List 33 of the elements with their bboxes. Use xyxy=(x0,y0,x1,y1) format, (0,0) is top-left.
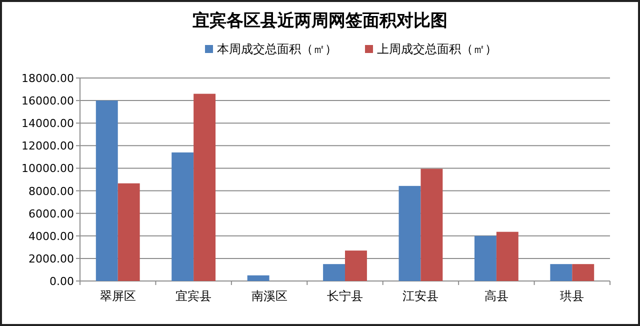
bar xyxy=(247,275,270,281)
bar xyxy=(496,232,518,281)
x-tick-label: 江安县 xyxy=(402,289,439,303)
y-tick-label: 0.00 xyxy=(50,275,74,288)
y-tick-label: 4000.00 xyxy=(28,230,74,243)
y-tick-label: 14000.00 xyxy=(22,117,74,130)
bar xyxy=(398,186,421,281)
y-tick-label: 10000.00 xyxy=(22,162,74,176)
y-tick-label: 16000.00 xyxy=(22,94,74,108)
bar xyxy=(572,264,594,281)
x-tick-label: 翠屏区 xyxy=(100,289,136,303)
bar xyxy=(118,183,140,281)
bar xyxy=(345,250,367,281)
x-tick-label: 长宁县 xyxy=(327,289,363,303)
y-tick-label: 8000.00 xyxy=(28,184,74,198)
bar xyxy=(96,100,118,281)
chart-title: 宜宾各区县近两周网签面积对比图 xyxy=(192,11,448,31)
x-tick-label: 南溪区 xyxy=(251,289,288,303)
bar xyxy=(172,152,194,281)
y-tick-label: 6000.00 xyxy=(28,207,74,220)
y-tick-label: 12000.00 xyxy=(22,140,74,153)
y-tick-label: 2000.00 xyxy=(28,252,74,266)
y-tick-label: 18000.00 xyxy=(22,72,74,85)
bar xyxy=(474,236,496,281)
bar xyxy=(550,264,572,281)
legend-label: 上周成交总面积（㎡） xyxy=(377,42,497,56)
bar xyxy=(420,168,443,281)
x-tick-label: 宜宾县 xyxy=(176,289,212,303)
x-tick-label: 珙县 xyxy=(560,289,584,303)
legend-label: 本周成交总面积（㎡） xyxy=(217,42,337,56)
bar xyxy=(194,94,216,281)
bar xyxy=(323,264,345,281)
x-tick-label: 高县 xyxy=(484,289,508,303)
